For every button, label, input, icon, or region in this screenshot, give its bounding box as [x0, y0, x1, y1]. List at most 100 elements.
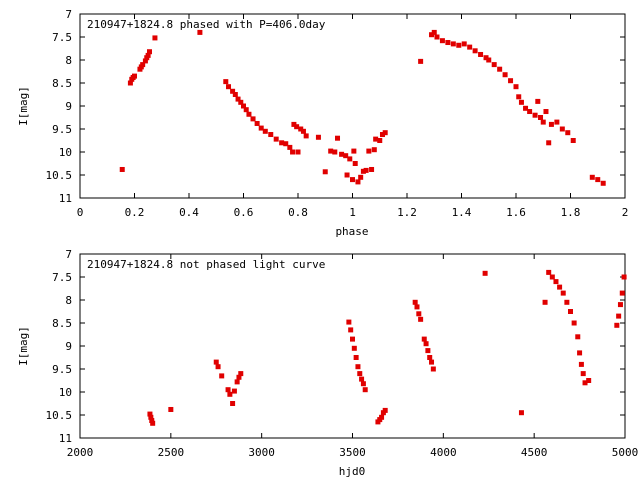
data-point — [429, 32, 435, 38]
data-point — [412, 299, 418, 305]
data-point — [568, 309, 573, 314]
y-tick-label: 7.5 — [52, 31, 72, 44]
data-point — [508, 78, 514, 84]
data-point — [268, 132, 274, 138]
x-ticks: 0 0.2 0.4 0.6 0.8 1 1.2 1.4 1.6 1.8 2 — [77, 14, 628, 219]
data-point — [570, 138, 576, 143]
data-point — [346, 319, 352, 325]
y-tick-label: 9.5 — [52, 123, 72, 136]
x-tick-label: 1.4 — [452, 206, 472, 219]
data-point — [343, 153, 349, 159]
data-point — [146, 49, 152, 55]
data-point — [582, 380, 588, 386]
data-point — [527, 109, 533, 115]
y-tick-label: 9 — [65, 100, 72, 113]
y-tick-label: 10.5 — [46, 409, 73, 422]
data-point — [127, 80, 133, 86]
data-point — [382, 407, 388, 413]
data-point — [344, 172, 350, 178]
data-point — [234, 379, 240, 385]
data-point — [235, 96, 241, 102]
x-tick-label: 0.8 — [288, 206, 308, 219]
data-point — [434, 34, 440, 40]
data-point — [414, 304, 420, 310]
data-point — [328, 148, 334, 154]
data-point — [250, 116, 256, 122]
phased-light-curve-panel: 210947+1824.8 phased with P=406.0day pha… — [17, 8, 628, 238]
x-tick-label: 0.2 — [125, 206, 145, 219]
data-point — [472, 48, 478, 54]
data-point — [416, 311, 422, 317]
data-point — [461, 41, 467, 47]
data-point — [294, 124, 300, 130]
data-point — [366, 148, 372, 154]
data-point — [363, 167, 369, 173]
data-point — [359, 376, 365, 382]
data-point — [456, 42, 462, 48]
data-point — [145, 52, 151, 58]
data-point — [226, 84, 232, 90]
data-point — [152, 35, 158, 41]
data-point — [351, 345, 357, 351]
data-point — [371, 147, 377, 153]
x-tick-label: 0.6 — [234, 206, 254, 219]
data-point — [303, 133, 309, 139]
data-point — [355, 179, 361, 185]
y-tick-label: 10 — [59, 386, 72, 399]
data-point — [491, 62, 497, 68]
y-tick-label: 10 — [59, 146, 72, 159]
data-point — [478, 51, 484, 57]
data-point — [616, 313, 622, 319]
data-point — [373, 136, 379, 142]
data-point — [379, 132, 385, 138]
data-point — [279, 140, 285, 146]
y-tick-label: 8.5 — [52, 317, 72, 330]
data-point — [600, 180, 606, 186]
plot-frame — [79, 13, 626, 199]
x-tick-label: 1.8 — [561, 206, 581, 219]
y-tick-label: 11 — [59, 192, 72, 205]
data-point — [482, 270, 488, 276]
data-point — [352, 161, 358, 166]
data-point — [351, 148, 357, 154]
data-point — [150, 420, 156, 426]
data-point — [559, 126, 565, 132]
y-axis-label: I[mag] — [17, 86, 30, 126]
y-tick-label: 8.5 — [52, 77, 72, 90]
data-point — [427, 355, 433, 360]
data-point — [429, 359, 435, 365]
data-point — [290, 149, 296, 155]
data-point — [140, 62, 146, 68]
data-point — [553, 279, 559, 285]
x-tick-label: 4500 — [521, 446, 548, 459]
data-point — [518, 99, 524, 105]
data-point — [213, 359, 219, 365]
data-point — [497, 66, 503, 72]
x-axis-label: hjd0 — [339, 465, 366, 478]
data-point — [546, 140, 552, 146]
data-point — [238, 371, 244, 377]
data-point — [348, 327, 354, 333]
data-point — [548, 121, 554, 127]
data-point — [513, 84, 519, 90]
x-ticks: 2000 2500 3000 3500 4000 4500 5000 — [67, 254, 638, 459]
data-points — [119, 29, 606, 186]
data-point — [243, 107, 249, 113]
data-point — [546, 269, 552, 275]
y-ticks: 7 7.5 8 8.5 9 9.5 10 10.5 11 — [46, 8, 625, 205]
data-point — [571, 320, 577, 326]
data-point — [523, 105, 529, 111]
data-point — [483, 55, 489, 61]
data-point — [225, 387, 231, 393]
data-point — [132, 73, 137, 79]
data-point — [580, 371, 586, 377]
chart-title: 210947+1824.8 not phased light curve — [87, 258, 325, 271]
data-point — [223, 79, 229, 85]
data-point — [147, 411, 153, 417]
data-point — [298, 126, 304, 132]
data-point — [439, 38, 445, 44]
data-point — [241, 103, 246, 109]
y-tick-label: 7 — [65, 8, 72, 21]
